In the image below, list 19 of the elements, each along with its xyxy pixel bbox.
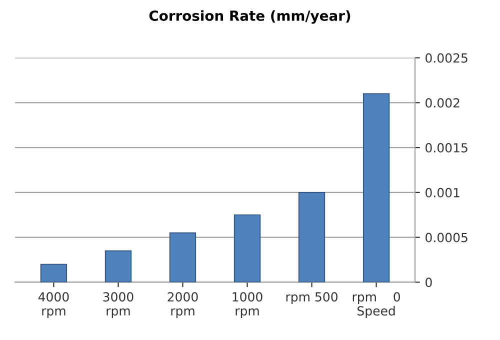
y-tick-label: 0.0005 [426,232,468,242]
bar [169,232,196,282]
chart-title: Corrosion Rate (mm/year) [149,10,350,24]
y-tick-label: 0.002 [426,98,460,108]
x-tick-label: rpm 500 [286,292,338,304]
bar [362,93,390,282]
x-tick-label: 1000 rpm [232,292,262,318]
bar [234,214,261,282]
x-tick-label: rpm 0 Speed [352,292,400,318]
x-tick-label: 3000 rpm [103,292,134,318]
bar [104,250,132,282]
y-tick-label: 0 [426,278,432,288]
y-tick-label: 0.001 [426,188,460,198]
bar [40,264,68,282]
bar [298,192,326,282]
x-tick-label: 2000 rpm [168,292,198,318]
x-tick-label: 4000 rpm [38,292,69,318]
y-tick-label: 0.0025 [426,53,468,63]
y-tick-label: 0.0015 [426,143,468,152]
